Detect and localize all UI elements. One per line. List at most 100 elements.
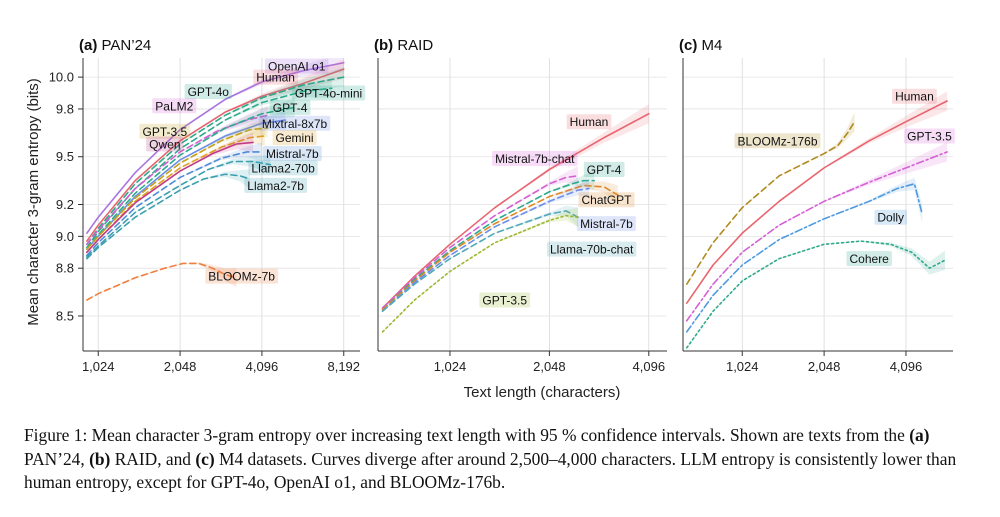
- x-tick-label: 1,024: [726, 359, 759, 374]
- series-line-gpt-4o: [86, 76, 345, 246]
- series-line-gpt-3-5: [381, 214, 579, 333]
- series-label-gpt-4o: GPT-4o: [184, 83, 232, 99]
- series-line-mistral-7b: [381, 187, 590, 312]
- panel-title: (a) PAN’24: [79, 37, 151, 54]
- confidence-band-llama2-7b: [86, 169, 250, 260]
- series-line-cohere: [685, 240, 946, 349]
- series-label-text: GPT-3.5: [907, 130, 952, 144]
- series-line-bloomz-176b: [685, 120, 856, 285]
- series-label-mixtral-8x7b: Mixtral-8x7b: [258, 115, 331, 131]
- confidence-band-gpt-4: [382, 171, 595, 311]
- series-line-openai-o1: [86, 61, 345, 234]
- series-line-llama2-70b: [86, 160, 272, 258]
- series-label-text: GPT-3.5: [142, 125, 187, 139]
- series-line-qwen: [86, 141, 254, 254]
- series-label-human: Human: [892, 88, 937, 104]
- panel-dataset-name: RAID: [397, 37, 433, 54]
- caption-text-4: M4 datasets. Curves diverge after around…: [24, 448, 957, 493]
- panel-letter: (b): [374, 37, 393, 54]
- x-axis-label: Text length (characters): [464, 384, 621, 401]
- series-label-text: Llama2-7b: [247, 179, 304, 193]
- confidence-band-human: [382, 104, 649, 309]
- x-tick-label: 4,096: [890, 359, 923, 374]
- series-line-llama2-7b: [86, 173, 251, 260]
- series-line-mistral-7b-chat: [381, 175, 579, 309]
- panel-letter: (c): [679, 37, 697, 54]
- series-label-text: GPT-4o-mini: [295, 87, 362, 101]
- series-line-human: [685, 100, 948, 305]
- series-label-human: Human: [253, 69, 298, 85]
- series-label-bloomz-176b: BLOOMz-176b: [734, 133, 821, 149]
- series-label-mistral-7b: Mistral-7b: [263, 146, 322, 162]
- series-label-text: BLOOMz-176b: [737, 134, 817, 148]
- confidence-band-gpt-4o: [86, 67, 344, 245]
- series-label-gemini: Gemini: [272, 130, 317, 146]
- series-label-openai-o1: OpenAI o1: [265, 58, 329, 74]
- series-label-text: GPT-4: [273, 101, 308, 115]
- series-label-gpt-4o-mini: GPT-4o-mini: [291, 85, 366, 101]
- x-tick-label: 2,048: [533, 359, 566, 374]
- confidence-band-gpt-3-5: [686, 142, 948, 322]
- series-label-text: Human: [256, 71, 295, 85]
- series-line-mixtral-8x7b: [86, 119, 287, 250]
- caption-label-c: (c): [195, 448, 215, 469]
- series-line-gpt-3-5: [685, 151, 948, 322]
- panel-pan-24: 1,024 2,048 4,096 8,192 8.5 8.8 9.0 9.2 9.5 9.8 10…: [49, 37, 366, 374]
- plot-area: [86, 58, 345, 301]
- panel-raid: 1,024 2,048 4,096 (b) RAID Human Mistral-7b-c…: [374, 37, 667, 374]
- series-label-text: Mixtral-8x7b: [262, 117, 328, 131]
- confidence-band-human: [686, 91, 948, 304]
- series-line-gemini: [86, 135, 266, 254]
- confidence-band-mistral-7b-chat: [382, 166, 578, 309]
- confidence-band-gpt-3-5: [86, 118, 268, 250]
- series-label-text: Llama2-70b: [251, 161, 315, 175]
- caption-text-1: Mean character 3-gram entropy over incre…: [87, 425, 910, 445]
- confidence-band-llama2-70b: [86, 155, 271, 258]
- series-label-text: Dolly: [877, 211, 904, 225]
- panel-dataset-name: M4: [702, 37, 723, 54]
- y-tick-label: 8.5: [56, 308, 74, 323]
- figure-caption: Figure 1: Mean character 3-gram entropy …: [24, 424, 979, 495]
- series-label-llama2-7b: Llama2-7b: [244, 177, 307, 193]
- series-label-text: Mistral-7b: [580, 217, 633, 231]
- series-label-bloomz-7b: BLOOMz-7b: [205, 268, 278, 284]
- x-tick-label: 4,096: [246, 359, 279, 374]
- series-label-text: Gemini: [276, 131, 314, 145]
- x-tick-label: 1,024: [82, 359, 115, 374]
- y-tick-label: 10.0: [49, 70, 74, 85]
- series-line-mistral-7b: [86, 151, 263, 257]
- x-tick-label: 1,024: [434, 359, 467, 374]
- series-label-gpt-4: GPT-4: [269, 99, 311, 115]
- series-label-qwen: Qwen: [146, 136, 184, 152]
- series-label-human: Human: [566, 114, 612, 130]
- series-label-text: Human: [570, 115, 609, 129]
- series-label-text: GPT-4: [587, 163, 622, 177]
- caption-figure-label: Figure 1:: [24, 425, 88, 445]
- series-label-text: BLOOMz-7b: [208, 270, 275, 284]
- series-label-chatgpt: ChatGPT: [578, 192, 635, 208]
- series-label-llama2-70b: Llama2-70b: [248, 160, 318, 176]
- y-tick-label: 9.2: [56, 197, 74, 212]
- series-label-llama-70b-chat: Llama-70b-chat: [546, 241, 637, 257]
- series-label-text: OpenAI o1: [268, 59, 326, 73]
- panel-letter: (a): [79, 37, 97, 54]
- series-line-human: [86, 68, 345, 242]
- series-line-chatgpt: [381, 184, 619, 311]
- plot-area: [685, 91, 948, 349]
- series-label-text: Qwen: [149, 137, 180, 151]
- series-label-text: Llama-70b-chat: [550, 243, 634, 257]
- caption-text-3: RAID, and: [110, 448, 196, 469]
- confidence-band-gpt-3-5: [382, 207, 578, 333]
- series-label-mistral-7b: Mistral-7b: [577, 216, 636, 232]
- panel-m4: 1,024 2,048 4,096 (c) M4 Human BLOOMz-176b GPT…: [679, 37, 955, 374]
- confidence-band-palm2: [86, 105, 268, 245]
- caption-text-2: PAN’24,: [24, 448, 90, 469]
- confidence-band-mixtral-8x7b: [86, 110, 286, 250]
- y-tick-label: 9.5: [56, 149, 74, 164]
- series-label-text: Cohere: [850, 252, 890, 266]
- confidence-band-gpt-4o-mini: [86, 78, 332, 249]
- x-tick-label: 2,048: [808, 359, 841, 374]
- series-line-gpt-4: [86, 106, 296, 250]
- figure-charts: Mean character 3-gram entropy (bits) Tex…: [25, 37, 955, 401]
- panel-dataset-name: PAN’24: [102, 37, 152, 54]
